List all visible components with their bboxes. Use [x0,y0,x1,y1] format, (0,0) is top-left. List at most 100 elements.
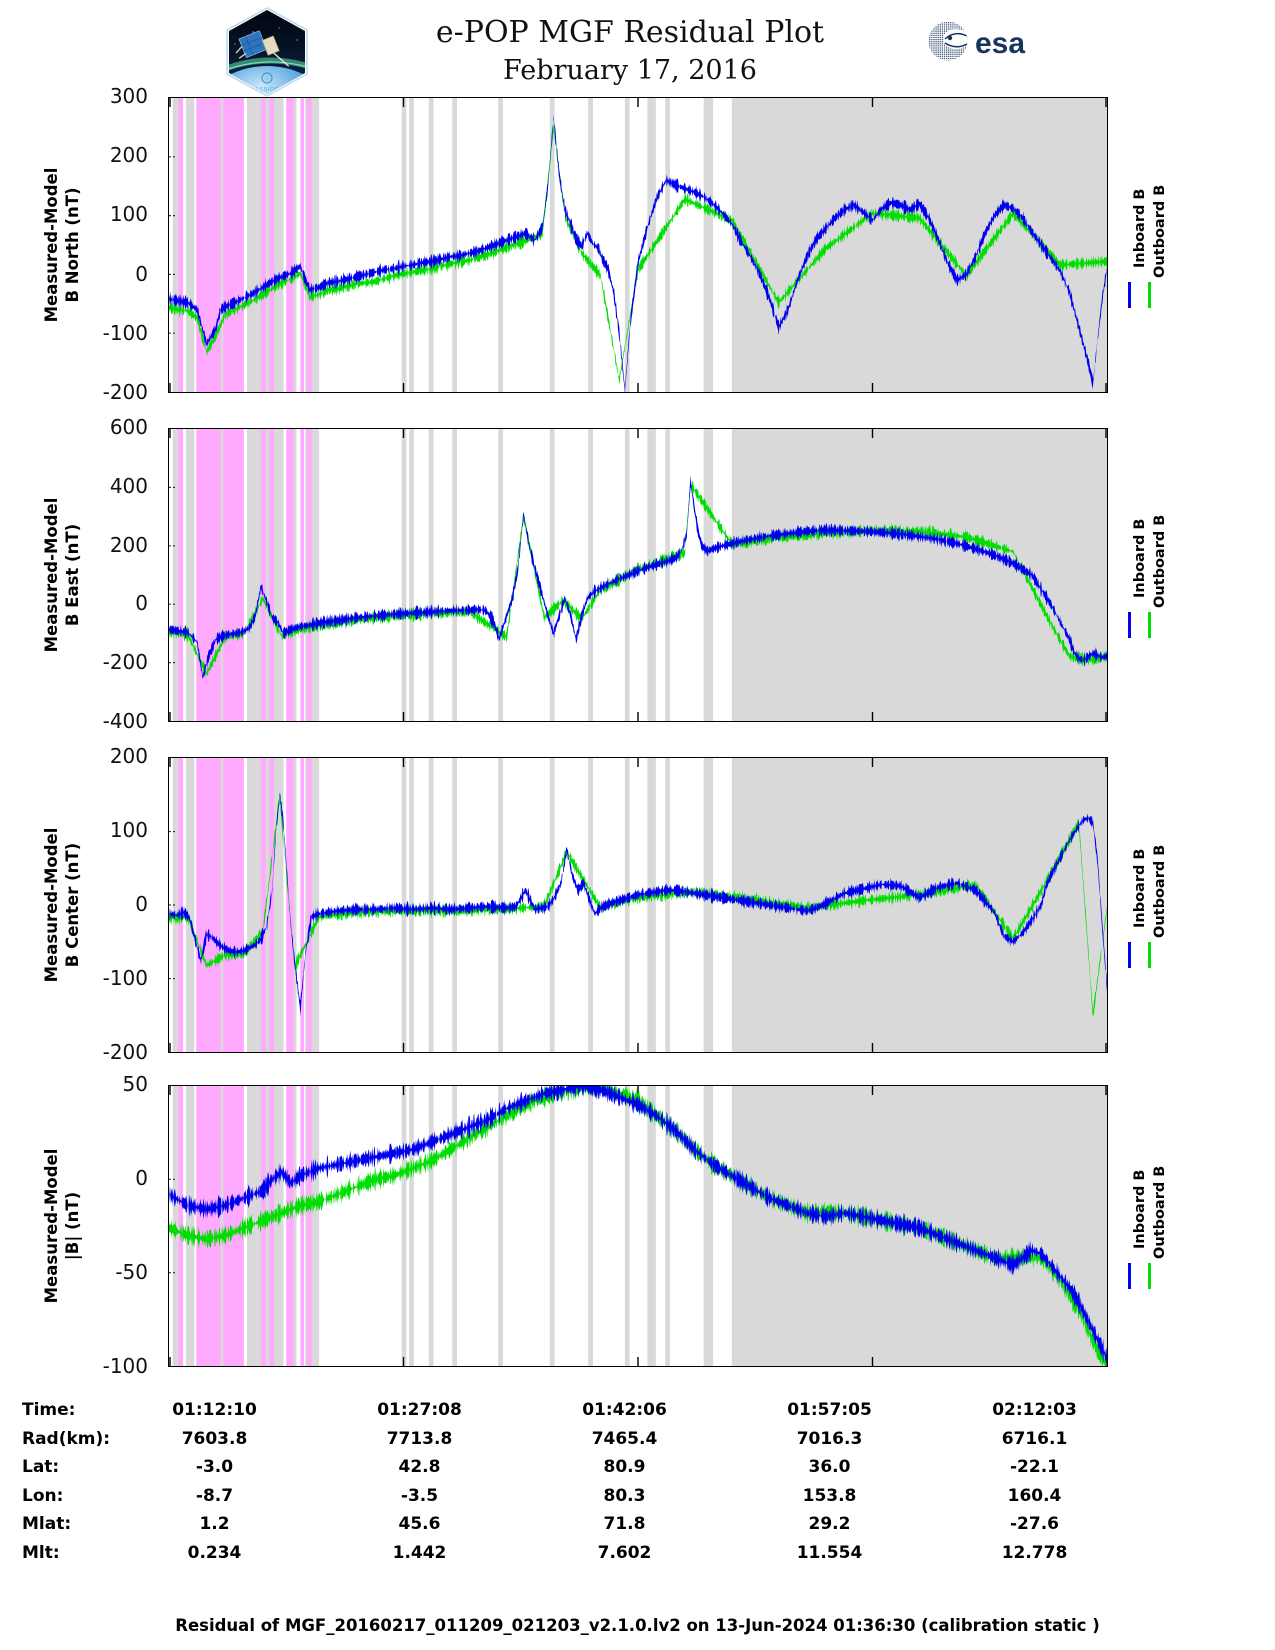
table-row-label: Lon: [22,1485,64,1506]
legend-label-inboard: Inboard B [1132,188,1148,268]
svg-text:CASSIOPE: CASSIOPE [250,87,283,93]
table-cell: 0.234 [187,1542,242,1563]
table-cell: 6716.1 [1001,1428,1068,1449]
plot-panel-b [168,1085,1108,1367]
legend-label-inboard: Inboard B [1132,1169,1148,1249]
y-axis-tick-label: 200 [109,744,148,768]
table-cell: 7016.3 [796,1428,863,1449]
table-cell: 80.3 [603,1485,646,1506]
y-axis-tick-label: 100 [109,818,148,842]
table-cell: 153.8 [802,1485,857,1506]
table-row: Lat: -3.0 42.8 80.9 36.0 -22.1 [0,1453,1175,1482]
table-cell: 71.8 [603,1514,646,1535]
title-line-1: e-POP MGF Residual Plot [435,15,825,50]
table-cell: 7713.8 [386,1428,453,1449]
y-axis-label-line-2: |B| (nT) [63,1191,82,1261]
y-axis-tick-label: -100 [102,320,148,345]
table-cell: -22.1 [1010,1457,1059,1478]
legend-swatch-inboard [1128,1263,1131,1289]
y-axis-label-line-2: B North (nT) [63,187,82,303]
y-axis-tick-label: 100 [109,202,148,227]
legend-swatch-outboard [1148,612,1151,638]
y-axis-tick-label: 0 [135,591,148,616]
table-cell: 1.2 [199,1514,230,1535]
table-cell: 80.9 [603,1457,646,1478]
y-axis-tick-label: 600 [109,415,148,439]
y-axis-tick-label: -200 [102,380,148,404]
y-axis-tick-label: -200 [102,1040,148,1064]
y-axis-label: Measured-Model |B| (nT) [41,1076,83,1376]
y-axis-label-line-1: Measured-Model [42,1148,61,1304]
table-cell: 7.602 [597,1542,652,1563]
y-axis-tick-label: -200 [102,650,148,675]
table-row: Time: 01:12:10 01:27:08 01:42:06 01:57:05 02:… [0,1396,1175,1425]
y-axis-tick-label: -100 [102,966,148,990]
y-axis-label-line-2: B East (nT) [63,523,82,627]
table-cell: 01:27:08 [377,1400,462,1421]
table-row: Lon: -8.7 -3.5 80.3 153.8 160.4 [0,1482,1175,1511]
legend-label-outboard: Outboard B [1152,184,1168,278]
table-cell: 12.778 [1001,1542,1068,1563]
table-cell: 29.2 [808,1514,851,1535]
table-cell: 36.0 [808,1457,851,1478]
legend-swatch-inboard [1128,942,1131,968]
table-row: Rad(km): 7603.8 7713.8 7465.4 7016.3 6716.1 [0,1425,1175,1454]
page-header: e CASSIOPE e-POP MGF Residual Plot Febru… [0,0,1275,100]
title-line-2: February 17, 2016 [503,55,757,86]
y-axis-label-line-1: Measured-Model [42,167,61,323]
y-axis-tick-label: 0 [135,1166,148,1190]
table-row-label: Mlt: [22,1542,60,1563]
plot-panel-b-center [168,757,1108,1053]
y-axis-label-line-1: Measured-Model [42,497,61,653]
legend-label-outboard: Outboard B [1152,514,1168,608]
esa-wordmark: esa [975,27,1025,60]
y-axis-tick-label: 50 [122,1072,148,1096]
y-axis-label-line-2: B Center (nT) [63,842,82,968]
y-axis-tick-label: -400 [102,709,148,733]
legend-swatch-outboard [1148,942,1151,968]
table-cell: 01:42:06 [582,1400,667,1421]
legend-label-outboard: Outboard B [1152,1165,1168,1259]
table-cell: 11.554 [796,1542,863,1563]
page-title: e-POP MGF Residual Plot February 17, 201… [330,14,930,90]
plot-panel-b-north [168,97,1108,393]
table-cell: 01:12:10 [172,1400,257,1421]
table-cell: -3.0 [195,1457,234,1478]
table-row-label: Mlat: [22,1514,72,1535]
y-axis-tick-label: 0 [135,892,148,916]
plot-panel-b-east [168,428,1108,722]
y-axis-tick-label: -50 [115,1260,148,1284]
legend-swatch-inboard [1128,282,1131,308]
legend: Inboard B Outboard B [1114,500,1244,650]
table-cell: 02:12:03 [992,1400,1077,1421]
table-cell: 01:57:05 [787,1400,872,1421]
y-axis-tick-label: 200 [109,532,148,557]
y-axis-label: Measured-Model B Center (nT) [41,755,83,1055]
y-axis-label: Measured-Model B East (nT) [41,425,83,725]
table-cell: 160.4 [1007,1485,1062,1506]
table-cell: 1.442 [392,1542,447,1563]
table-row-label: Rad(km): [22,1428,111,1449]
figure-caption: Residual of MGF_20160217_011209_021203_v… [175,1616,1100,1635]
table-row-label: Time: [22,1400,76,1421]
table-cell: 7465.4 [591,1428,658,1449]
y-axis-tick-label: 0 [135,261,148,286]
y-axis-tick-label: 200 [109,143,148,168]
y-axis-tick-label: 300 [109,84,148,108]
legend-swatch-outboard [1148,282,1151,308]
table-row: Mlt: 0.234 1.442 7.602 11.554 12.778 [0,1539,1175,1568]
y-axis-label: Measured-Model B North (nT) [41,95,83,395]
table-row: Mlat: 1.2 45.6 71.8 29.2 -27.6 [0,1510,1175,1539]
table-cell: -27.6 [1010,1514,1059,1535]
table-cell: 42.8 [398,1457,441,1478]
legend: Inboard B Outboard B [1114,170,1244,320]
svg-text:e: e [265,77,269,83]
table-cell: -8.7 [195,1485,234,1506]
legend-label-inboard: Inboard B [1132,518,1148,598]
y-axis-label-line-1: Measured-Model [42,827,61,983]
cassiope-mission-patch-icon: e CASSIOPE [219,6,315,98]
legend-swatch-outboard [1148,1263,1151,1289]
legend-label-inboard: Inboard B [1132,848,1148,928]
table-cell: -3.5 [400,1485,439,1506]
table-cell: 7603.8 [181,1428,248,1449]
